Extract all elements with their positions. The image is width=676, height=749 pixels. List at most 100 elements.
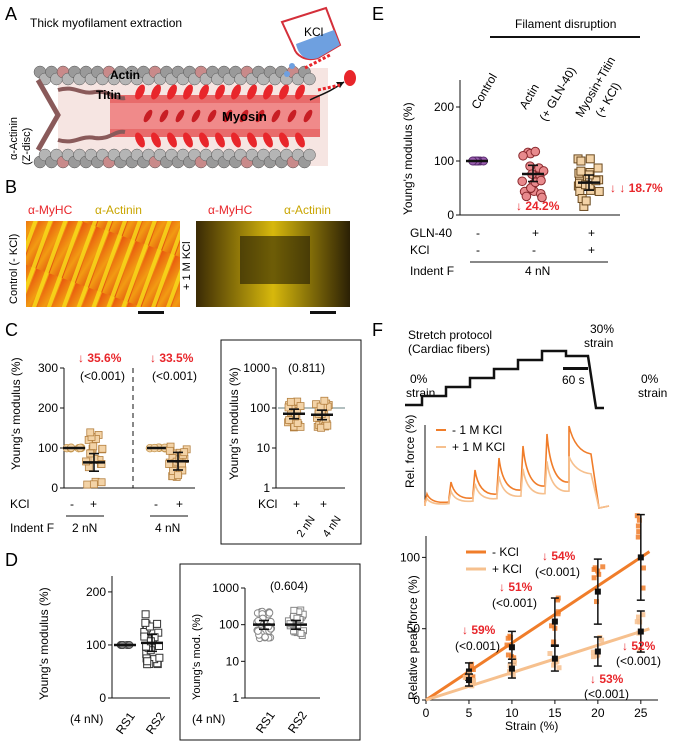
f-xtick-label: 5	[466, 706, 473, 720]
kcl-beaker-icon	[280, 6, 356, 92]
e-row-kcl: KCl	[410, 243, 429, 257]
e-point	[576, 166, 586, 176]
titin-label: Titin	[96, 88, 121, 102]
c-right-plus2: +	[320, 497, 327, 511]
d-points	[114, 610, 164, 669]
stretch-protocol-trace	[405, 349, 604, 410]
myosin-head	[247, 84, 257, 100]
f-points	[425, 513, 651, 702]
d-ytick-label: 200	[86, 585, 106, 599]
f-mean-marker	[637, 554, 644, 561]
f-ann-2-pct: ↓ 51%	[499, 580, 533, 594]
c-kcl-3: -	[154, 497, 158, 511]
myosin-head	[295, 132, 305, 148]
c-right-point	[286, 397, 295, 406]
f-point	[556, 665, 562, 671]
f-point	[591, 566, 597, 572]
c-left-axes: 0 100 200 300	[38, 361, 195, 495]
c-point	[165, 446, 174, 455]
f-xlabel: Strain (%)	[505, 719, 558, 733]
myosin-heads	[135, 84, 313, 148]
c-right-x2: 4 nN	[321, 514, 344, 540]
cr-ytick-label: 10	[257, 441, 271, 455]
f-ylabel: Relative peak force (%)	[406, 575, 420, 700]
c-point	[86, 428, 95, 437]
f-point	[594, 599, 600, 605]
e-point	[521, 191, 532, 202]
c-right-box	[220, 339, 362, 545]
e-ytick-label: 0	[447, 208, 454, 222]
f-point	[640, 565, 646, 571]
f-point	[547, 651, 553, 657]
d-inset-point	[297, 629, 305, 637]
f-axes: 0 50 100 0 5 10 15 20 25	[400, 536, 658, 720]
myosin-head	[263, 132, 273, 148]
myosin-head	[255, 109, 265, 123]
c-point	[89, 442, 98, 451]
e-group-actin: Actin	[516, 81, 541, 111]
f-protocol-subtitle: (Cardiac fibers)	[408, 342, 490, 356]
c-right-axes: 1 10 100 1000	[243, 361, 345, 495]
f-point	[636, 529, 642, 535]
e-point	[536, 175, 546, 186]
f-point	[591, 575, 597, 581]
myosin-head	[143, 109, 153, 123]
e-point	[581, 196, 591, 206]
e-point	[518, 150, 528, 161]
c-right-points	[283, 396, 333, 432]
di-ytick-label: 1	[232, 691, 239, 705]
myosin-head	[199, 84, 209, 100]
d-inset-foot: (4 nN)	[192, 712, 225, 726]
c-point	[89, 480, 98, 489]
c-ytick-label: 300	[38, 361, 58, 375]
c-ann1-p: (<0.001)	[80, 369, 125, 383]
c-kcl-1: -	[70, 497, 74, 511]
f-legend-2: + KCl	[492, 562, 522, 576]
f-point	[551, 662, 557, 668]
f-point	[462, 674, 468, 680]
b-kcl-label: + 1 M KCl	[181, 241, 193, 290]
d-point	[153, 619, 162, 628]
e-point	[585, 154, 595, 164]
myosin-head	[183, 132, 193, 148]
d-ytick-label: 0	[99, 691, 106, 705]
d-point	[155, 653, 164, 662]
d-x2: RS2	[143, 709, 168, 736]
c-right-point	[323, 421, 332, 430]
f-end-2: strain	[638, 386, 667, 400]
f-timebar-label: 60 s	[562, 373, 585, 387]
b-right-myhc-label: α-MyHC	[208, 203, 253, 217]
d-ytick-label: 100	[86, 638, 106, 652]
f-point	[634, 513, 640, 519]
f-xtick-label: 25	[634, 706, 648, 720]
e-row-indent: Indent F	[410, 264, 454, 278]
f-point	[635, 523, 641, 529]
f-ann-3-p: (<0.001)	[535, 565, 580, 579]
zdisc-label: (Z-disc)	[21, 128, 33, 165]
c-ytick-label: 100	[38, 441, 58, 455]
f-point	[505, 635, 511, 641]
di-ytick-label: 100	[219, 618, 239, 632]
f-point	[470, 666, 476, 672]
f-timebar	[563, 367, 588, 370]
f-point	[555, 597, 561, 603]
force-trace-kcl	[424, 456, 610, 509]
f-ann-1-pct: ↓ 59%	[462, 623, 496, 637]
f-point	[511, 660, 517, 666]
c-right-point	[285, 416, 294, 424]
f-point	[600, 564, 606, 570]
myosin-head	[167, 84, 177, 100]
e-group-actin-sub: (+ GLN-40)	[536, 64, 578, 123]
control-micrograph	[26, 221, 180, 307]
scale-bar-left	[138, 311, 164, 314]
d-inset-axes: 1 10 100 1000	[212, 581, 320, 705]
panel-label-b: B	[5, 177, 17, 197]
f-mean-marker	[508, 644, 515, 651]
actin-label: Actin	[110, 68, 140, 82]
c-kcl-4: +	[176, 497, 183, 511]
c-right-x1: 2 nN	[295, 514, 318, 540]
c-ytick-label: 0	[51, 481, 58, 495]
f-force-ylabel: Rel. force (%)	[403, 415, 417, 488]
f-point	[510, 672, 516, 678]
f-mean-marker	[551, 618, 558, 625]
